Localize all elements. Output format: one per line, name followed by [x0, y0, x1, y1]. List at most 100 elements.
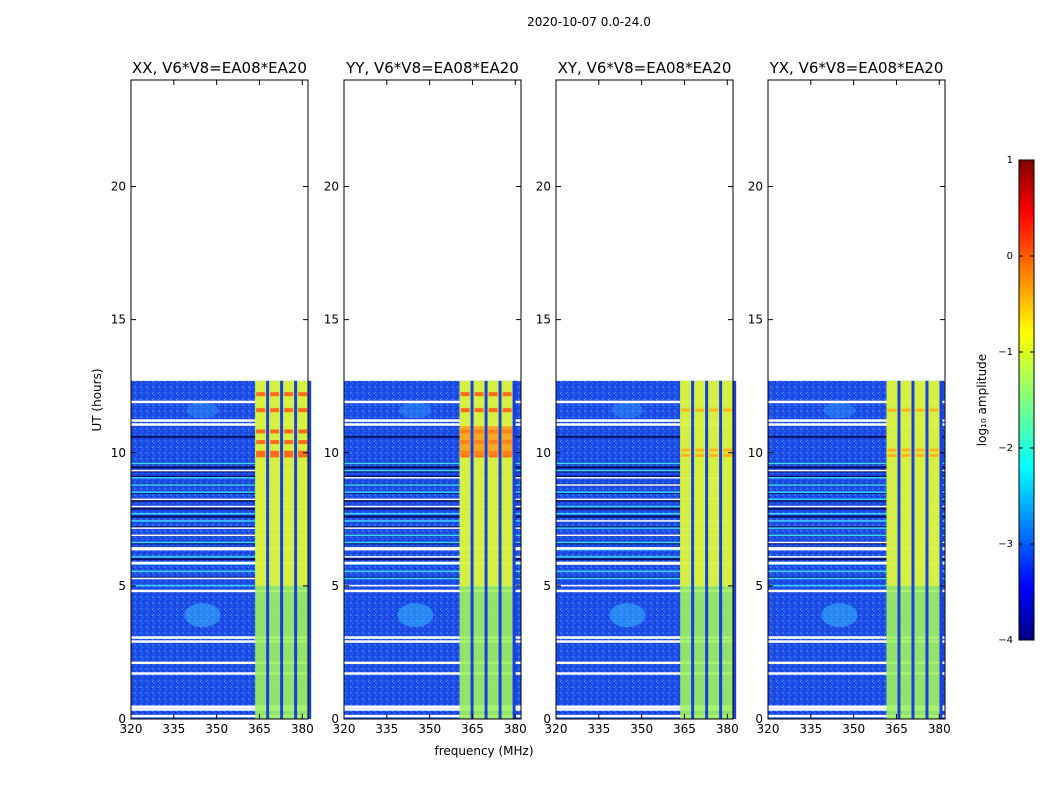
- rfi-burst: [887, 448, 897, 452]
- flagged-row: [344, 423, 521, 426]
- flagged-row: [131, 505, 308, 508]
- flagged-row: [131, 400, 308, 404]
- rfi-channel-strong: [708, 380, 720, 586]
- rfi-channel-strong: [283, 380, 295, 586]
- flagged-row: [768, 475, 945, 478]
- x-tick-label: 320: [120, 722, 143, 736]
- flagged-row: [556, 714, 733, 718]
- x-tick-label: 350: [630, 722, 653, 736]
- flagged-row: [344, 512, 521, 515]
- flagged-row: [344, 498, 521, 501]
- flagged-row: [131, 589, 308, 593]
- rfi-channel-strong: [269, 380, 281, 586]
- flagged-row: [556, 570, 733, 572]
- rfi-channel-strong: [680, 380, 692, 586]
- flagged-row: [344, 556, 521, 558]
- flagged-row: [344, 561, 521, 565]
- flagged-row: [344, 400, 521, 404]
- flagged-row: [768, 520, 945, 522]
- colorbar-gradient: [1018, 159, 1035, 641]
- x-tick-label: 320: [757, 722, 780, 736]
- y-tick-label: 5: [331, 579, 339, 593]
- flagged-row: [131, 498, 308, 501]
- flagged-row: [131, 469, 308, 472]
- flagged-row: [556, 466, 733, 469]
- signal-blob: [609, 603, 646, 628]
- panel-title: XY, V6*V8=EA08*EA20: [558, 59, 732, 77]
- colorbar-tick-label: −1: [998, 347, 1013, 358]
- flagged-row: [131, 507, 308, 510]
- flagged-row: [768, 661, 945, 665]
- x-tick-label: 350: [418, 722, 441, 736]
- y-tick-label: 20: [111, 180, 126, 194]
- flagged-row: [556, 498, 733, 501]
- rfi-burst: [298, 450, 308, 455]
- flagged-row: [131, 541, 308, 544]
- rfi-channel-strong: [900, 380, 912, 586]
- flagged-row: [131, 526, 308, 529]
- rfi-burst: [474, 408, 484, 413]
- rfi-channel-strong: [255, 380, 267, 586]
- x-tick-label: 365: [461, 722, 484, 736]
- colorbar-tick-label: −3: [998, 539, 1013, 550]
- rfi-burst: [256, 440, 266, 445]
- signal-blob: [397, 603, 434, 628]
- flagged-row: [344, 475, 521, 478]
- flagged-row: [768, 491, 945, 493]
- rfi-burst: [270, 392, 280, 397]
- flagged-row: [131, 708, 308, 711]
- flagged-row: [344, 470, 521, 473]
- flagged-row: [556, 475, 733, 478]
- flagged-row: [556, 672, 733, 675]
- x-tick-label: 365: [885, 722, 908, 736]
- flagged-row: [344, 542, 521, 545]
- flagged-row: [344, 435, 521, 438]
- flagged-row: [556, 527, 733, 529]
- flagged-row: [344, 462, 521, 465]
- flagged-row: [556, 548, 733, 551]
- flagged-row: [344, 515, 521, 518]
- rfi-burst: [723, 408, 733, 412]
- rfi-channel-strong: [297, 380, 309, 586]
- channel-gap: [470, 380, 474, 719]
- rfi-burst: [284, 440, 294, 445]
- flagged-row: [131, 534, 308, 537]
- channel-gap: [294, 380, 298, 719]
- rfi-burst: [256, 450, 266, 455]
- rfi-burst: [256, 429, 266, 434]
- flagged-row: [556, 640, 733, 643]
- flagged-row: [344, 577, 521, 580]
- flagged-row: [131, 661, 308, 665]
- flagged-row: [344, 714, 521, 718]
- panel-frame: [343, 79, 522, 720]
- flagged-row: [131, 423, 308, 426]
- colorbar-tick-label: 1: [1007, 155, 1013, 166]
- flagged-row: [768, 505, 945, 508]
- rfi-burst: [459, 426, 471, 456]
- flagged-row: [768, 477, 945, 479]
- flagged-row: [768, 714, 945, 718]
- flagged-row: [556, 542, 733, 545]
- channel-gap: [705, 380, 709, 719]
- x-tick-label: 335: [587, 722, 610, 736]
- rfi-burst: [460, 392, 470, 397]
- flagged-row: [768, 507, 945, 510]
- flagged-row: [556, 435, 733, 438]
- rfi-burst: [270, 429, 280, 434]
- signal-blob: [184, 603, 221, 628]
- flagged-row: [131, 636, 308, 639]
- signal-blob: [821, 603, 858, 628]
- signal-blob: [399, 402, 432, 419]
- flagged-row: [556, 534, 733, 537]
- flagged-row: [131, 577, 308, 580]
- flagged-row: [768, 708, 945, 711]
- flagged-row: [556, 705, 733, 709]
- flagged-row: [556, 558, 733, 561]
- x-tick-label: 335: [162, 722, 185, 736]
- flagged-row: [556, 708, 733, 711]
- y-tick-label: 20: [536, 180, 551, 194]
- rfi-burst: [298, 392, 308, 397]
- y-tick-label: 5: [543, 579, 551, 593]
- rfi-burst: [723, 448, 733, 452]
- rfi-burst: [270, 440, 280, 445]
